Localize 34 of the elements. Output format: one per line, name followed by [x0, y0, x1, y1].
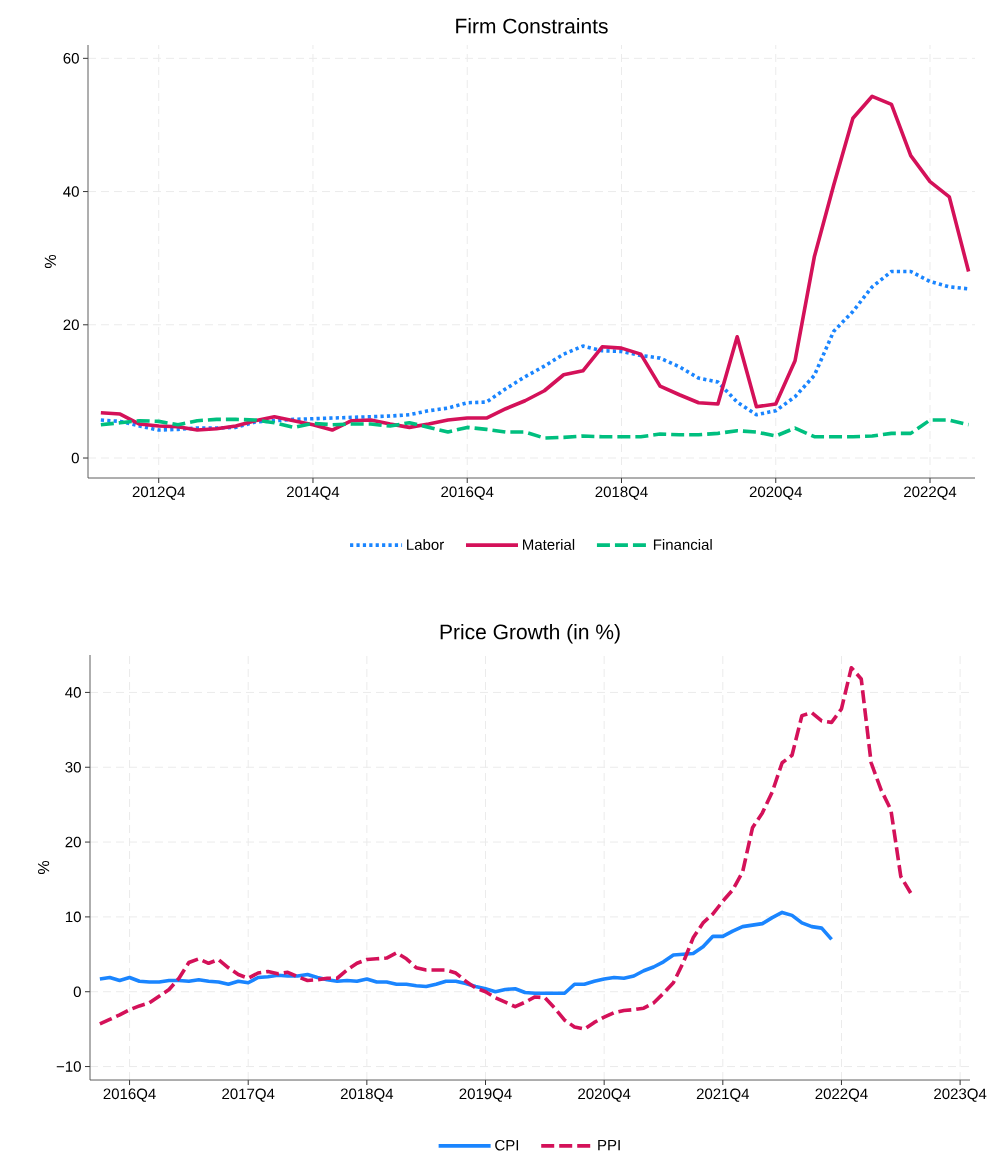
- chart-title: Firm Constraints: [456, 18, 608, 34]
- line-series: [99, 94, 971, 432]
- legend-label: CPI: [495, 1139, 519, 1151]
- x-tick-label: 2020Q4: [578, 1088, 631, 1102]
- y-axis-title: %: [44, 254, 56, 269]
- x-tick-label: 2021Q4: [696, 1088, 750, 1102]
- x-tick-label: 2012Q4: [132, 486, 185, 500]
- legend-label: Financial: [653, 538, 712, 550]
- y-tick-label: 20: [65, 836, 81, 848]
- x-tick-label: 2023Q4: [934, 1088, 987, 1102]
- x-tick-label: 2016Q4: [441, 486, 494, 500]
- x-tick-label: 2020Q4: [749, 486, 802, 500]
- x-tick-label: 2018Q4: [340, 1088, 394, 1102]
- legend-label: PPI: [598, 1139, 620, 1151]
- y-tick-label: 40: [65, 687, 81, 698]
- y-tick-label: 30: [65, 761, 81, 773]
- x-tick-label: 2014Q4: [287, 486, 340, 500]
- x-tick-label: 2016Q4: [103, 1088, 156, 1102]
- y-tick-label: 10: [65, 911, 81, 923]
- x-tick-label: 2017Q4: [222, 1088, 275, 1102]
- legend-label: Labor: [407, 538, 444, 550]
- legend-label: Material: [523, 538, 575, 550]
- x-tick-label: 2019Q4: [459, 1088, 512, 1102]
- y-axis-title: %: [37, 860, 50, 875]
- y-tick-label: 0: [71, 452, 79, 464]
- x-tick-label: 2022Q4: [904, 486, 957, 500]
- y-tick-label: −10: [56, 1061, 81, 1072]
- x-tick-label: 2018Q4: [595, 486, 648, 500]
- chart-title: Price Growth (in %): [440, 623, 620, 644]
- x-tick-label: 2022Q4: [815, 1088, 868, 1102]
- y-tick-label: 40: [63, 186, 79, 197]
- y-tick-label: 20: [63, 319, 79, 331]
- y-tick-label: 0: [73, 986, 81, 998]
- y-tick-label: 60: [63, 53, 79, 64]
